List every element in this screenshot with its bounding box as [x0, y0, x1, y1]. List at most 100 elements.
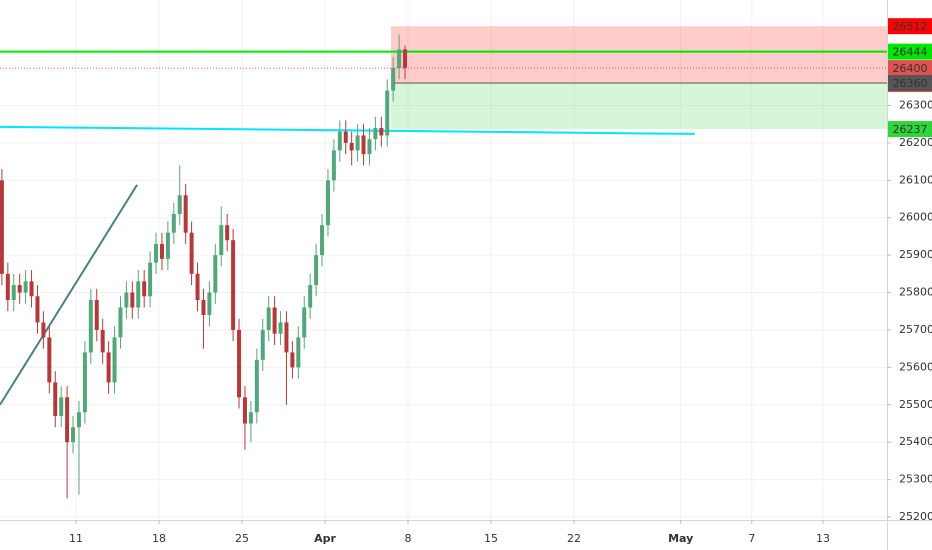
candle-body: [88, 300, 93, 353]
candle-body: [379, 127, 384, 136]
y-tick-label: 25900: [899, 248, 932, 261]
candle-body: [242, 397, 247, 424]
candle-body: [349, 142, 354, 151]
x-tick-label: 7: [748, 532, 755, 545]
candle-body: [189, 232, 194, 274]
candle-body: [308, 285, 313, 308]
candle-body: [100, 329, 105, 353]
y-tick-label: 26200: [899, 136, 932, 149]
entry-label-bg: [888, 75, 932, 92]
candle-body: [136, 281, 141, 308]
x-tick-label: 11: [69, 532, 83, 545]
y-tick-label: 26100: [899, 173, 932, 186]
candle-body: [290, 352, 295, 368]
candle-body: [320, 225, 325, 256]
candle-body: [219, 225, 224, 256]
stop-zone: [391, 26, 887, 84]
y-tick-label: 25300: [899, 473, 932, 486]
candle-body: [53, 382, 58, 416]
y-tick-label: 25400: [899, 435, 932, 448]
candle-body: [183, 195, 188, 233]
target-zone: [391, 83, 887, 130]
last-price-label: 26400: [893, 62, 928, 75]
candle-body: [278, 322, 283, 334]
candle-body: [124, 292, 129, 308]
stop-label: 26512: [893, 20, 928, 33]
candle-body: [272, 307, 277, 334]
candle-body: [177, 195, 182, 214]
candle-body: [148, 262, 153, 297]
candle-body: [11, 285, 16, 301]
candle-body: [237, 329, 242, 398]
candle-body: [343, 131, 348, 143]
candle-body: [17, 285, 22, 293]
candle-body: [82, 352, 87, 413]
candle-body: [195, 273, 200, 301]
y-tick-label: 25700: [899, 323, 932, 336]
hline-label-bg: [888, 43, 932, 60]
trend-line: [0, 125, 695, 135]
candle-body: [225, 225, 230, 241]
candle-body: [314, 255, 319, 286]
candle-body: [403, 49, 408, 69]
x-tick-label: 18: [152, 532, 166, 545]
x-tick-label: 25: [235, 532, 249, 545]
candle-body: [41, 322, 46, 338]
candle-body: [47, 337, 52, 383]
candle-body: [254, 359, 259, 413]
candle-body: [302, 307, 307, 338]
candle-body: [65, 397, 70, 443]
candle-body: [106, 352, 111, 383]
x-tick-label: May: [668, 532, 693, 545]
candle-body: [213, 255, 218, 293]
candle-body: [385, 90, 390, 136]
candle-body: [355, 135, 360, 151]
y-tick-label: 26300: [899, 98, 932, 111]
x-tick-label: 13: [816, 532, 830, 545]
candle-body: [142, 281, 147, 297]
candle-body: [260, 329, 265, 360]
candle-body: [331, 150, 336, 181]
candle-body: [0, 180, 4, 274]
y-tick-label: 25600: [899, 360, 932, 373]
trend-line: [0, 184, 138, 406]
candle-body: [5, 273, 10, 301]
candle-body: [201, 300, 206, 315]
y-tick-label: 26000: [899, 211, 932, 224]
x-tick-label: 22: [567, 532, 581, 545]
candle-body: [76, 412, 81, 428]
y-tick-label: 25800: [899, 286, 932, 299]
candle-body: [94, 300, 99, 330]
hline-label: 26444: [893, 46, 928, 59]
candle-body: [325, 180, 330, 226]
candle-body: [118, 307, 123, 338]
candle-body: [112, 337, 117, 383]
candle-body: [284, 322, 289, 353]
candle-body: [248, 412, 253, 424]
candle-body: [296, 337, 301, 368]
candle-body: [71, 427, 76, 443]
candle-body: [231, 240, 236, 330]
candle-body: [159, 243, 164, 259]
candle-body: [373, 127, 378, 140]
candle-body: [130, 292, 135, 308]
y-tick-label: 25200: [899, 510, 932, 523]
candle-body: [29, 281, 34, 297]
candle-body: [397, 49, 402, 69]
stop-label-bg: [888, 18, 932, 35]
candle-body: [59, 397, 64, 416]
candle-body: [367, 139, 372, 155]
candle-body: [391, 68, 396, 91]
candle-body: [23, 281, 28, 293]
target-label-bg: [888, 121, 932, 138]
candle-body: [35, 296, 40, 323]
candle-body: [337, 131, 342, 151]
y-tick-label: 25500: [899, 398, 932, 411]
candle-body: [171, 213, 176, 233]
candle-body: [154, 243, 159, 263]
last-price-label-bg: [888, 60, 932, 77]
x-tick-label: 8: [404, 532, 411, 545]
x-tick-label: 15: [484, 532, 498, 545]
